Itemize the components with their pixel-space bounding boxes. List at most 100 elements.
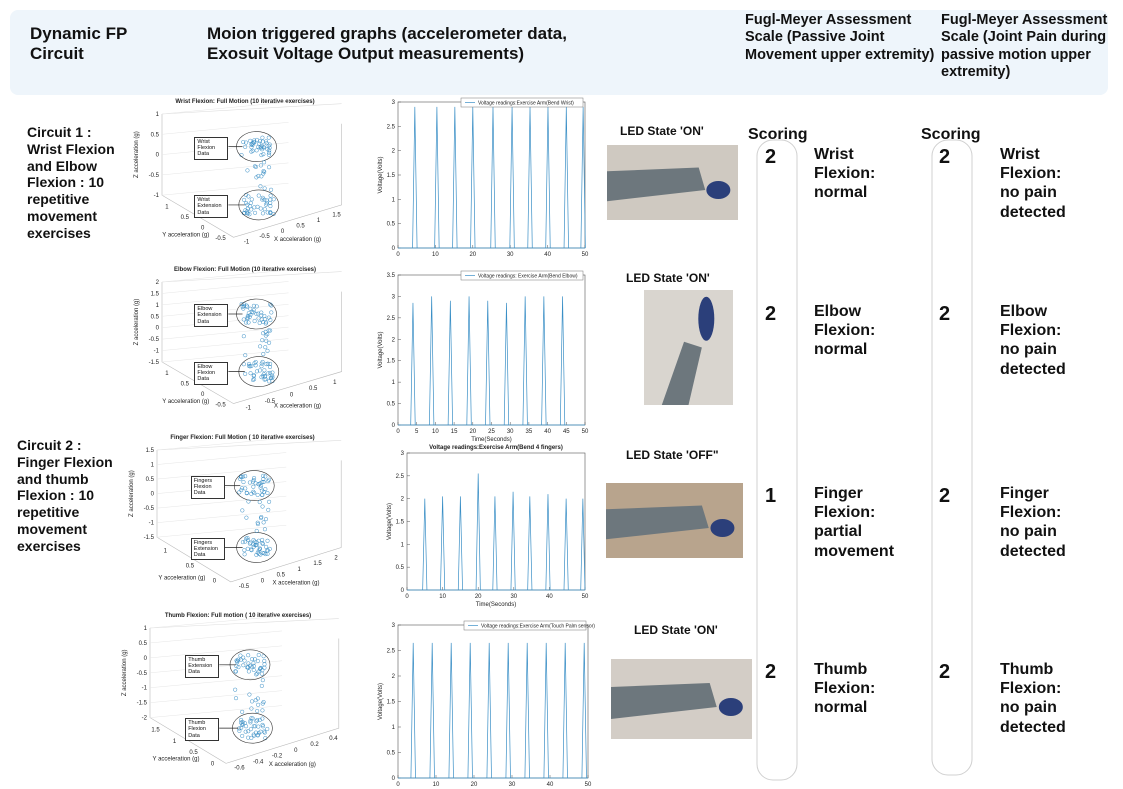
scatter-texture <box>259 514 264 520</box>
scatter-texture <box>267 150 272 155</box>
z-tick-label: 1.5 <box>151 291 160 297</box>
y-tick-label: 1 <box>165 204 169 210</box>
x-tick-label: 45 <box>563 429 570 435</box>
axis-label: Z acceleration (g) <box>129 470 135 517</box>
z-tick-label: -0.5 <box>137 671 148 677</box>
scatter-texture <box>250 143 255 148</box>
scatter-texture <box>251 489 256 494</box>
header-title: Dynamic FP Circuit <box>30 24 128 64</box>
scatter-texture <box>269 310 274 315</box>
scatter-texture <box>241 140 246 145</box>
y-tick-label: 0.5 <box>387 751 396 757</box>
y-tick-label: 0.5 <box>387 222 396 228</box>
y-tick-label: 0 <box>213 578 217 584</box>
scatter-texture <box>268 193 273 198</box>
annotation: Thumb Flexion Data <box>185 718 220 742</box>
scatter-texture <box>266 152 271 157</box>
scatter-texture <box>246 735 251 740</box>
circuit-label: Circuit 2 : Finger Flexion and thumb Fle… <box>17 437 113 554</box>
x-tick-label: 1 <box>333 380 337 386</box>
voltage-spike <box>527 496 533 591</box>
scatter-texture <box>265 490 270 496</box>
y-tick-label: 2.5 <box>387 124 396 130</box>
scoring-label: Scoring <box>748 126 808 143</box>
y-tick-label: 3 <box>392 294 396 300</box>
x-tick-label: 50 <box>582 594 589 600</box>
scatter-texture <box>240 540 245 545</box>
scatter-texture <box>247 314 252 319</box>
scatter-texture <box>261 476 266 482</box>
scatter-texture <box>249 197 254 202</box>
x-tick-label: 10 <box>432 252 439 258</box>
passive-score: 2 <box>765 303 777 325</box>
scatter-texture <box>245 304 250 309</box>
z-tick-label: -1 <box>154 349 160 355</box>
passive-text: Elbow Flexion: normal <box>814 303 876 359</box>
y-tick-label: 2.5 <box>387 316 396 322</box>
scatter-texture <box>256 652 261 658</box>
y-tick-label: 1 <box>164 549 168 555</box>
y-tick-label: 1 <box>392 197 396 203</box>
plot-frame <box>406 452 586 591</box>
annotation: Fingers Extension Data <box>190 537 225 561</box>
scatter-texture <box>261 473 266 478</box>
y-tick-label: 1 <box>392 725 396 731</box>
x-tick-label: 25 <box>488 429 495 435</box>
scatter-texture <box>248 720 253 725</box>
scatter-texture <box>254 552 259 557</box>
scatter-texture <box>251 661 256 666</box>
scatter-texture <box>269 375 274 380</box>
score-pill <box>931 139 973 776</box>
y-tick-label: 1 <box>401 542 405 548</box>
scatter-texture <box>268 328 273 333</box>
axis-frame <box>161 282 342 404</box>
grid-line <box>156 437 287 451</box>
y-tick-label: 0 <box>392 246 396 252</box>
header-band <box>10 10 1108 95</box>
voltage-spike <box>452 106 458 249</box>
z-tick-label: -1.5 <box>137 701 148 707</box>
scatter-texture <box>260 211 265 216</box>
scatter-texture <box>262 730 267 735</box>
scatter-texture <box>266 507 271 512</box>
x-tick-label: 0.5 <box>296 223 305 229</box>
scatter-texture <box>267 142 272 147</box>
x-tick-label: 0 <box>281 229 285 235</box>
voltage-spike <box>541 296 547 426</box>
chart-title: Voltage readings:Exercise Arm(Bend 4 fin… <box>429 445 563 451</box>
scatter-texture <box>266 371 271 376</box>
scatter-texture <box>246 320 251 325</box>
x-tick-label: 30 <box>509 782 516 788</box>
scatter-texture <box>261 700 266 705</box>
scatter-texture <box>268 200 273 205</box>
scatter-texture <box>245 314 250 319</box>
grid-line <box>161 338 289 351</box>
x-tick-label: 50 <box>585 782 592 788</box>
scatter-texture <box>263 321 268 326</box>
axis-label: Y acceleration (g) <box>162 232 209 238</box>
grid-line <box>161 101 289 115</box>
scatter-texture <box>242 552 247 557</box>
scatter-texture <box>255 696 260 701</box>
x-tick-label: -0.5 <box>239 584 250 590</box>
scatter-texture <box>268 204 273 209</box>
axis-label: Voltage(Volts) <box>378 683 384 720</box>
scatter-texture <box>257 717 262 722</box>
scatter-texture <box>264 338 269 343</box>
x-tick-label: 20 <box>469 429 476 435</box>
scatter-texture <box>261 520 266 525</box>
scatter-texture <box>260 197 265 202</box>
scatter-texture <box>260 504 265 509</box>
x-tick-label: 40 <box>546 594 553 600</box>
scatter-texture <box>258 184 263 189</box>
scatter-texture <box>250 479 256 484</box>
scatter-texture <box>254 719 259 724</box>
y-tick-label: 1.5 <box>387 173 396 179</box>
scatter-texture <box>259 153 264 158</box>
scatter-texture <box>262 551 267 556</box>
scatter-texture <box>248 718 253 723</box>
pain-score: 2 <box>939 146 951 168</box>
scatter-title: Thumb Flexion: Full motion ( 10 iterativ… <box>165 613 311 619</box>
y-tick-label: 3 <box>401 451 405 457</box>
